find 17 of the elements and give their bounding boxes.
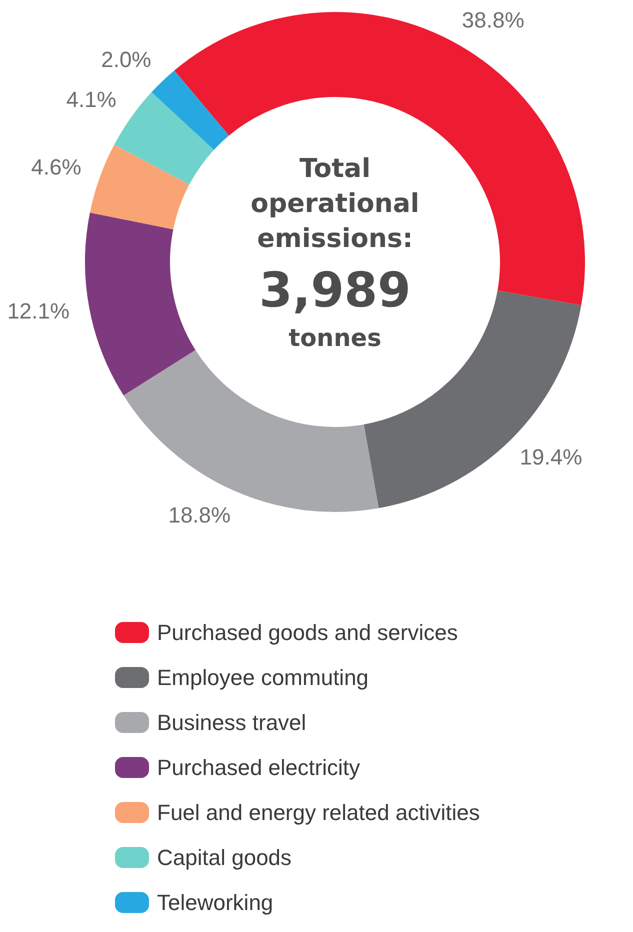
data-label: 4.6% [31,154,82,180]
legend-label: Purchased electricity [157,754,360,780]
data-label: 38.8% [462,7,524,32]
data-label: 4.1% [66,87,116,112]
text: Total operational emissions: [250,154,420,254]
legend-label: Purchased goods and services [157,620,458,646]
legend-label: Employee commuting [157,664,369,690]
data-label: 2.0% [101,46,152,72]
legend-label: Fuel and energy related activities [157,800,480,826]
data-label: 19.4% [520,444,582,470]
legend-label: Teleworking [157,890,274,916]
data-label: 12.1% [7,298,70,324]
legend-label: Business travel [157,710,306,736]
text: 3,989 [259,262,411,318]
data-label: 18.8% [168,502,231,528]
text: tonnes [288,324,382,352]
legend-label: Capital goods [157,844,292,870]
